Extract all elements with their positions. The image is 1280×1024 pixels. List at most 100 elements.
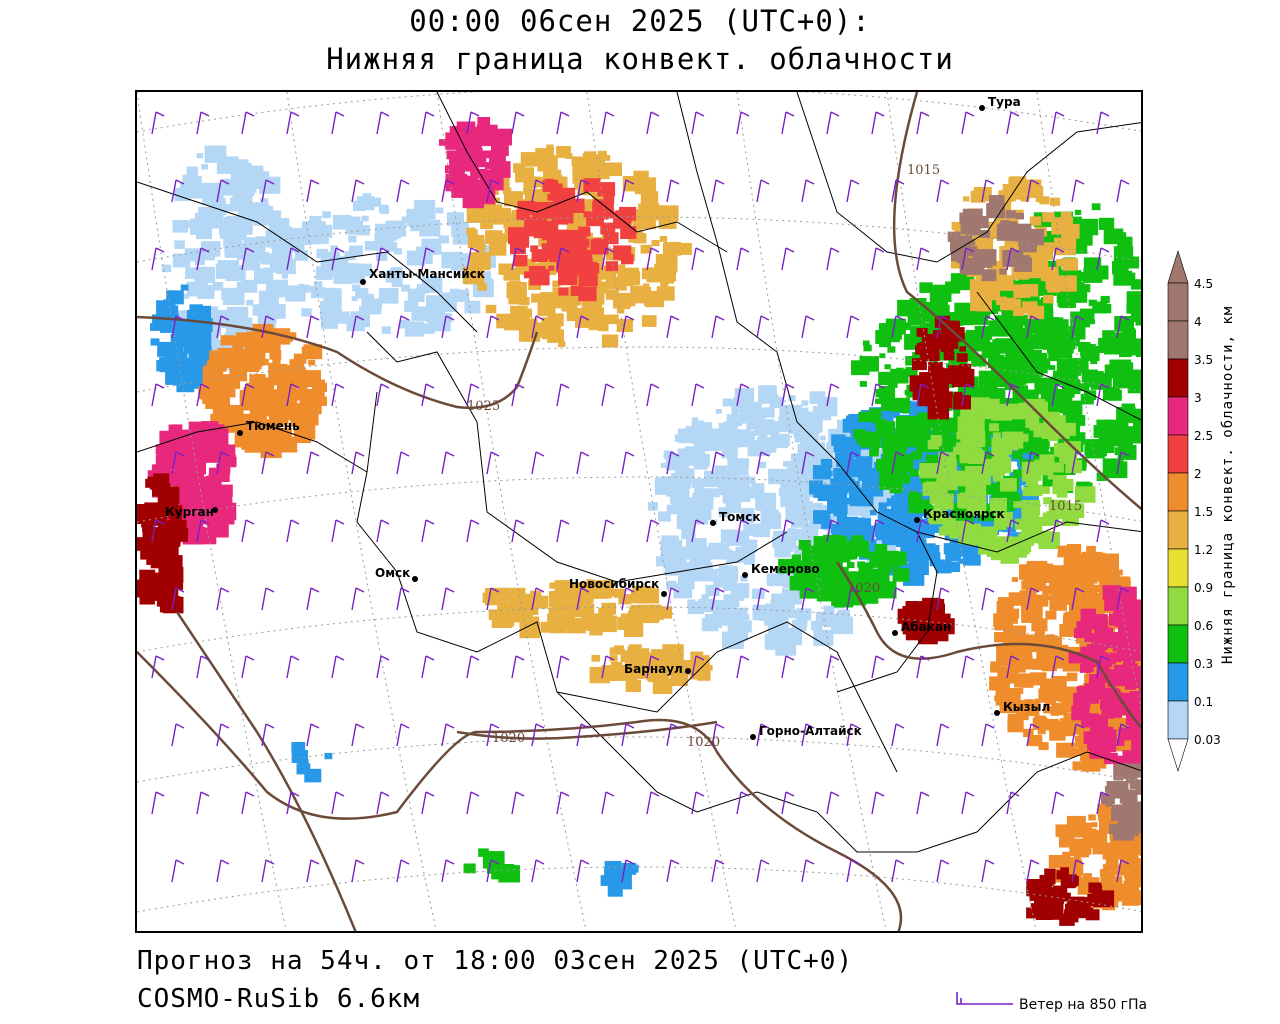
wind-barb (261, 451, 275, 475)
wind-barb (891, 587, 905, 611)
wind-barb (826, 383, 840, 407)
colorbar-title: Нижняя граница конвект. облачности, км (1220, 305, 1236, 665)
wind-barb (286, 383, 300, 407)
wind-barb (196, 247, 210, 271)
wind-barb (981, 723, 995, 747)
wind-barb (801, 587, 815, 611)
wind-barb (1116, 179, 1130, 203)
border-line (366, 331, 788, 583)
wind-barb (556, 383, 570, 407)
wind-barb (981, 451, 995, 475)
wind-barb (916, 791, 930, 815)
colorbar-tick-label: 3.5 (1194, 353, 1213, 367)
wind-barb (261, 587, 275, 611)
wind-barb (511, 111, 525, 135)
pink-area (439, 117, 512, 209)
wind-barb (871, 791, 885, 815)
wind-barb (981, 859, 995, 883)
wind-barb (306, 315, 320, 339)
wind-barb (441, 859, 455, 883)
pink-area (147, 421, 237, 545)
wind-barb (981, 315, 995, 339)
forecast-info: Прогноз на 54ч. от 18:00 03сен 2025 (UTC… (137, 946, 854, 976)
border-line (916, 521, 1141, 553)
wind-barb (376, 791, 390, 815)
wind-barb (871, 655, 885, 679)
wind-barb (826, 519, 840, 543)
city-label: Курган (165, 505, 214, 519)
wind-barb (891, 723, 905, 747)
wind-barb (421, 111, 435, 135)
wind-barb (871, 111, 885, 135)
wind-barb (1006, 655, 1020, 679)
wind-barb (1096, 655, 1110, 679)
wind-barb (151, 655, 165, 679)
map-title: 00:00 06сен 2025 (UTC+0): (409, 4, 871, 38)
wind-barb (621, 179, 635, 203)
wind-barb (171, 315, 185, 339)
wind-barb (376, 383, 390, 407)
border-line (137, 421, 368, 473)
wind-barb (711, 859, 725, 883)
wind-barb (646, 111, 660, 135)
wind-barb (151, 519, 165, 543)
colorbar-bottom-arrow (1167, 738, 1189, 773)
city-marker: Барнаул (624, 662, 691, 676)
wind-barb (666, 179, 680, 203)
colorbar-swatch (1167, 282, 1189, 322)
wind-barb (961, 519, 975, 543)
wind-barb (961, 655, 975, 679)
colorbar-tick-label: 2.5 (1194, 429, 1213, 443)
wind-barb (621, 859, 635, 883)
wind-barb (486, 451, 500, 475)
wind-barb (216, 587, 230, 611)
wind-barb (891, 859, 905, 883)
border-line (976, 291, 1141, 421)
wind-barb (511, 247, 525, 271)
wind-barb (151, 383, 165, 407)
wind-barb (781, 247, 795, 271)
wind-barb (601, 247, 615, 271)
wind-barb (261, 315, 275, 339)
wind-barb (241, 519, 255, 543)
wind-barb (576, 859, 590, 883)
yellow-area (589, 644, 713, 694)
wind-barb (646, 655, 660, 679)
wind-barb (736, 111, 750, 135)
wind-barb (601, 655, 615, 679)
wind-barb (306, 179, 320, 203)
wind-barb (756, 451, 770, 475)
wind-barb (261, 179, 275, 203)
wind-barb (736, 519, 750, 543)
wind-barb (666, 315, 680, 339)
map-panel: Тура Ханты-Мансийск Тюмень Курган Омск Новоси… (135, 90, 1143, 933)
wind-barb (466, 111, 480, 135)
wind-barb (756, 587, 770, 611)
wind-barb (531, 179, 545, 203)
wind-barb (286, 519, 300, 543)
blue-cell (291, 742, 333, 783)
wind-barb (916, 519, 930, 543)
wind-barb (691, 383, 705, 407)
wind-barb (556, 791, 570, 815)
wind-barb (621, 315, 635, 339)
city-label: Новосибирск (569, 577, 659, 591)
wind-barb (1096, 791, 1110, 815)
colorbar-tick-label: 0.9 (1194, 581, 1213, 595)
isobar-label: 1020 (492, 731, 525, 746)
wind-barb (1096, 383, 1110, 407)
red-area (508, 178, 637, 302)
wind-barb (846, 315, 860, 339)
wind-barb (531, 451, 545, 475)
wind-barb (1026, 451, 1040, 475)
wind-barb (1026, 859, 1040, 883)
border-line (836, 511, 938, 693)
wind-barb (711, 315, 725, 339)
border-line (596, 731, 978, 853)
wind-barb (331, 247, 345, 271)
wind-barb (801, 451, 815, 475)
wind-barb (1071, 723, 1085, 747)
wind-barb (711, 587, 725, 611)
colorbar-tick-label: 2 (1194, 467, 1202, 481)
wind-barb (511, 791, 525, 815)
